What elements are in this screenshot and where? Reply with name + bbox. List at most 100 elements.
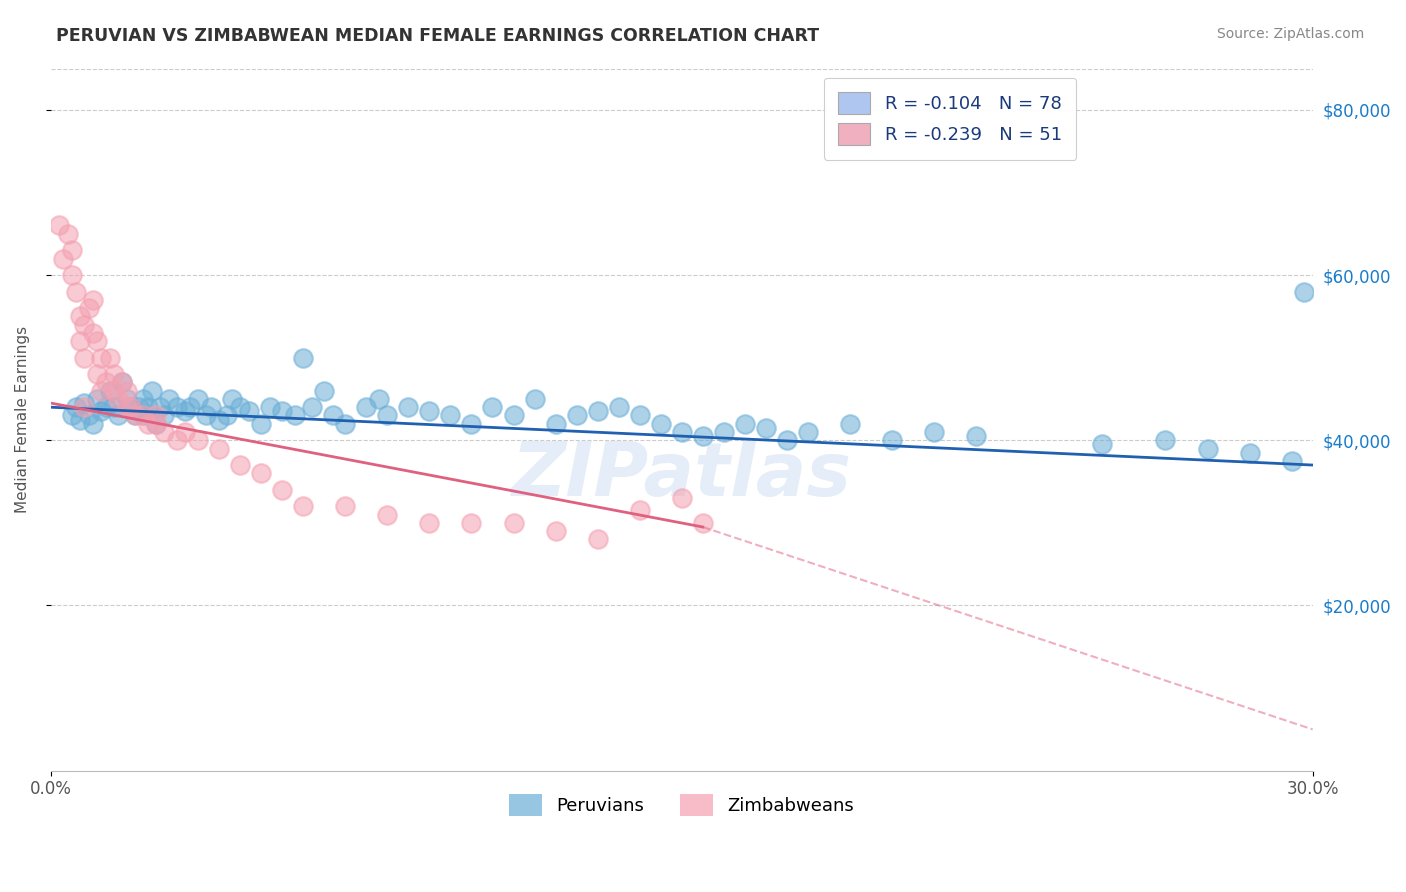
- Peruvians: [544, 417, 567, 431]
- Peruvians: [671, 425, 693, 439]
- Zimbabweans: [111, 376, 134, 390]
- Peruvians: [217, 409, 239, 423]
- Peruvians: [132, 392, 155, 406]
- Zimbabweans: [166, 434, 188, 448]
- Peruvians: [418, 404, 440, 418]
- Peruvians: [481, 401, 503, 415]
- Peruvians: [69, 412, 91, 426]
- Peruvians: [692, 429, 714, 443]
- Zimbabweans: [103, 384, 125, 398]
- Peruvians: [86, 392, 108, 406]
- Peruvians: [1239, 445, 1261, 459]
- Peruvians: [965, 429, 987, 443]
- Zimbabweans: [174, 425, 197, 439]
- Zimbabweans: [73, 351, 96, 365]
- Zimbabweans: [250, 467, 273, 481]
- Peruvians: [271, 404, 294, 418]
- Peruvians: [292, 351, 315, 365]
- Zimbabweans: [77, 301, 100, 315]
- Zimbabweans: [145, 417, 167, 431]
- Peruvians: [1281, 454, 1303, 468]
- Zimbabweans: [103, 367, 125, 381]
- Peruvians: [195, 409, 218, 423]
- Zimbabweans: [375, 508, 398, 522]
- Peruvians: [1197, 442, 1219, 456]
- Peruvians: [98, 384, 121, 398]
- Text: PERUVIAN VS ZIMBABWEAN MEDIAN FEMALE EARNINGS CORRELATION CHART: PERUVIAN VS ZIMBABWEAN MEDIAN FEMALE EAR…: [56, 27, 820, 45]
- Peruvians: [1091, 437, 1114, 451]
- Zimbabweans: [69, 334, 91, 348]
- Peruvians: [103, 401, 125, 415]
- Zimbabweans: [98, 351, 121, 365]
- Peruvians: [124, 409, 146, 423]
- Peruvians: [460, 417, 482, 431]
- Peruvians: [132, 409, 155, 423]
- Zimbabweans: [271, 483, 294, 497]
- Peruvians: [439, 409, 461, 423]
- Zimbabweans: [60, 244, 83, 258]
- Peruvians: [314, 384, 336, 398]
- Peruvians: [187, 392, 209, 406]
- Peruvians: [208, 412, 231, 426]
- Zimbabweans: [418, 516, 440, 530]
- Peruvians: [650, 417, 672, 431]
- Peruvians: [153, 409, 176, 423]
- Zimbabweans: [82, 293, 104, 307]
- Peruvians: [73, 396, 96, 410]
- Peruvians: [174, 404, 197, 418]
- Peruvians: [1294, 285, 1316, 299]
- Peruvians: [523, 392, 546, 406]
- Zimbabweans: [544, 524, 567, 538]
- Zimbabweans: [586, 533, 609, 547]
- Zimbabweans: [187, 434, 209, 448]
- Zimbabweans: [120, 401, 142, 415]
- Peruvians: [301, 401, 323, 415]
- Zimbabweans: [124, 409, 146, 423]
- Y-axis label: Median Female Earnings: Median Female Earnings: [15, 326, 30, 513]
- Zimbabweans: [502, 516, 524, 530]
- Zimbabweans: [48, 219, 70, 233]
- Zimbabweans: [60, 268, 83, 282]
- Zimbabweans: [229, 458, 252, 472]
- Peruvians: [502, 409, 524, 423]
- Zimbabweans: [107, 392, 129, 406]
- Peruvians: [120, 401, 142, 415]
- Peruvians: [141, 384, 163, 398]
- Zimbabweans: [90, 384, 112, 398]
- Zimbabweans: [115, 401, 138, 415]
- Peruvians: [367, 392, 389, 406]
- Peruvians: [82, 417, 104, 431]
- Peruvians: [65, 401, 87, 415]
- Peruvians: [136, 401, 159, 415]
- Zimbabweans: [94, 376, 117, 390]
- Peruvians: [259, 401, 281, 415]
- Zimbabweans: [115, 384, 138, 398]
- Peruvians: [238, 404, 260, 418]
- Peruvians: [628, 409, 651, 423]
- Zimbabweans: [335, 500, 357, 514]
- Zimbabweans: [292, 500, 315, 514]
- Peruvians: [128, 401, 150, 415]
- Peruvians: [375, 409, 398, 423]
- Zimbabweans: [73, 318, 96, 332]
- Peruvians: [797, 425, 820, 439]
- Peruvians: [335, 417, 357, 431]
- Peruvians: [776, 434, 799, 448]
- Zimbabweans: [208, 442, 231, 456]
- Zimbabweans: [460, 516, 482, 530]
- Peruvians: [284, 409, 307, 423]
- Peruvians: [880, 434, 903, 448]
- Text: ZIPatlas: ZIPatlas: [512, 439, 852, 512]
- Peruvians: [322, 409, 344, 423]
- Peruvians: [77, 409, 100, 423]
- Peruvians: [565, 409, 588, 423]
- Peruvians: [115, 392, 138, 406]
- Zimbabweans: [153, 425, 176, 439]
- Zimbabweans: [692, 516, 714, 530]
- Zimbabweans: [136, 417, 159, 431]
- Zimbabweans: [671, 491, 693, 505]
- Text: Source: ZipAtlas.com: Source: ZipAtlas.com: [1216, 27, 1364, 41]
- Zimbabweans: [69, 310, 91, 324]
- Peruvians: [94, 401, 117, 415]
- Zimbabweans: [90, 351, 112, 365]
